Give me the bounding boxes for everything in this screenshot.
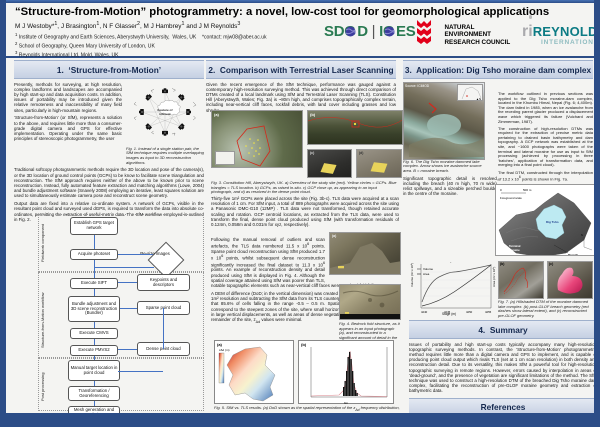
svg-text:zΔd (m): zΔd (m) — [219, 348, 230, 352]
svg-text:Area: Area — [423, 272, 430, 276]
svg-text:4240: 4240 — [421, 310, 428, 314]
svg-text:4250: 4250 — [466, 310, 473, 314]
svg-text:Foreground scale: Foreground scale — [500, 196, 522, 200]
svg-text:Dig Tsho: Dig Tsho — [546, 220, 559, 224]
svg-text:4245: 4245 — [444, 310, 451, 314]
svg-text:Breach: Breach — [568, 253, 578, 256]
svg-text:Volume: Volume — [423, 267, 433, 271]
svg-text:interest: interest — [159, 112, 170, 116]
svg-text:500 m: 500 m — [523, 188, 532, 192]
svg-text:7: 7 — [450, 262, 452, 264]
svg-text:N: N — [581, 234, 583, 237]
svg-text:▲N: ▲N — [476, 97, 481, 101]
svg-text:4255: 4255 — [485, 310, 492, 314]
svg-text:0: 0 — [500, 188, 502, 192]
svg-text:Area (m² x 10⁶): Area (m² x 10⁶) — [492, 267, 496, 287]
svg-text:Moraine: Moraine — [509, 248, 520, 252]
svg-text:Volume (m³ x 10⁶): Volume (m³ x 10⁶) — [410, 263, 414, 287]
